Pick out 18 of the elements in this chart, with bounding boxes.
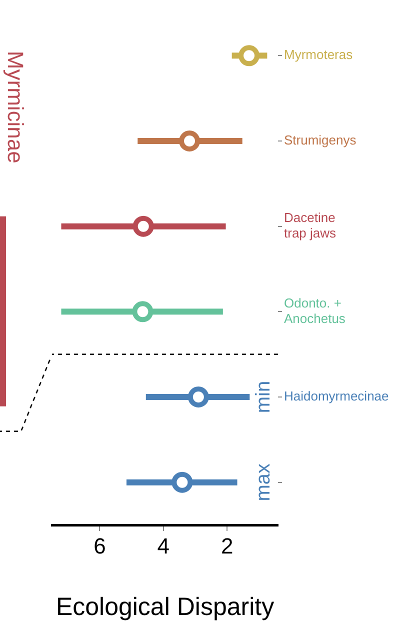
point <box>179 130 200 152</box>
point <box>238 45 260 66</box>
y-tick-label: Strumigenys <box>284 132 357 148</box>
x-tick-label: 6 <box>94 533 106 558</box>
point <box>132 216 154 237</box>
y-tick-label: Myrmoteras <box>284 47 354 62</box>
annotation: min <box>252 380 275 414</box>
y-tick-label: Haidomyrmecinae <box>284 388 389 404</box>
y-tick-label: Odonto. + Anochetus <box>284 295 346 326</box>
x-tick-label: 4 <box>157 533 170 558</box>
annotation: max <box>252 463 275 502</box>
x-axis-title: Ecological Disparity <box>56 592 275 621</box>
point <box>132 301 154 322</box>
point <box>172 472 193 493</box>
x-tick-label: 2 <box>220 533 234 558</box>
y-tick-label: Dacetine trap jaws <box>284 210 337 241</box>
point <box>188 386 209 408</box>
text: Myrmicinae <box>2 50 28 164</box>
